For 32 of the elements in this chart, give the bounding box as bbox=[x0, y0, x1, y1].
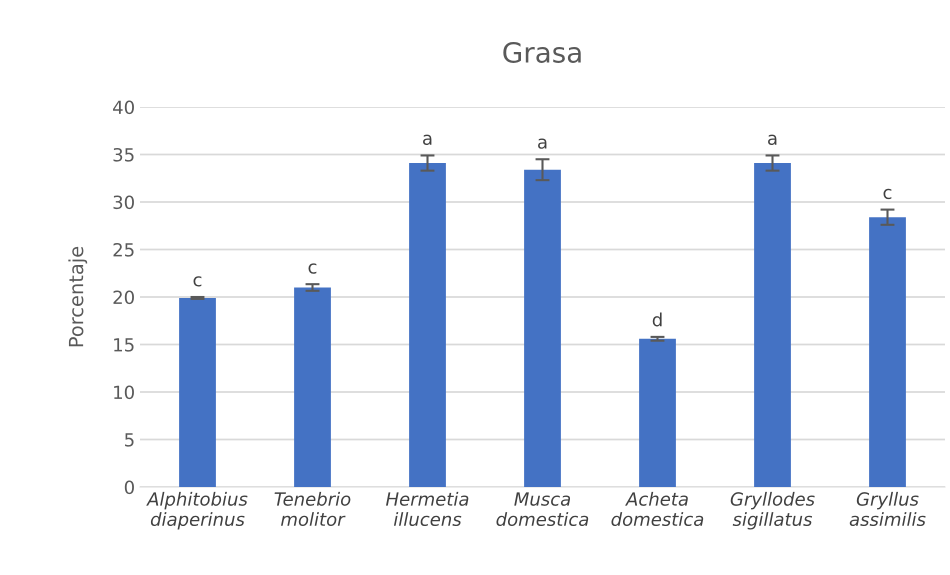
y-tick-label: 5 bbox=[125, 433, 134, 447]
x-tick-label: Gryllodes sigillatus bbox=[730, 492, 815, 530]
y-tick-label: 0 bbox=[124, 480, 134, 494]
annotation: c bbox=[308, 263, 316, 274]
bar bbox=[524, 170, 561, 487]
x-tick-label: Acheta domestica bbox=[611, 492, 704, 526]
annotation: c bbox=[884, 188, 892, 200]
annotation: a bbox=[538, 138, 546, 149]
chart-title: Grasa bbox=[503, 42, 581, 63]
y-tick-label: 10 bbox=[114, 385, 134, 400]
bar bbox=[179, 298, 216, 487]
bar bbox=[639, 338, 676, 487]
bar bbox=[869, 217, 906, 487]
x-tick-label: Tenebrio molitor bbox=[274, 492, 350, 526]
x-tick-label: Musca domestica bbox=[496, 492, 588, 526]
y-tick-label: 30 bbox=[114, 195, 134, 210]
y-tick-label: 20 bbox=[113, 290, 134, 304]
y-tick-label: 35 bbox=[114, 148, 134, 162]
annotation: a bbox=[423, 134, 432, 146]
x-tick-label: Gryllus assimilis bbox=[850, 492, 926, 526]
x-tick-label: Hermetia illucens bbox=[386, 492, 468, 526]
bar bbox=[754, 163, 791, 487]
y-axis-title: Porcentaje bbox=[68, 246, 88, 346]
y-tick-label: 25 bbox=[113, 242, 134, 257]
bar bbox=[294, 288, 331, 487]
x-tick-label: Alphitobius diaperinus bbox=[146, 492, 248, 530]
annotation: d bbox=[652, 312, 662, 326]
y-tick-label: 40 bbox=[113, 100, 134, 114]
y-tick-label: 15 bbox=[114, 338, 134, 352]
bar bbox=[409, 163, 446, 487]
annotation: c bbox=[194, 276, 202, 287]
annotation: a bbox=[768, 134, 776, 146]
